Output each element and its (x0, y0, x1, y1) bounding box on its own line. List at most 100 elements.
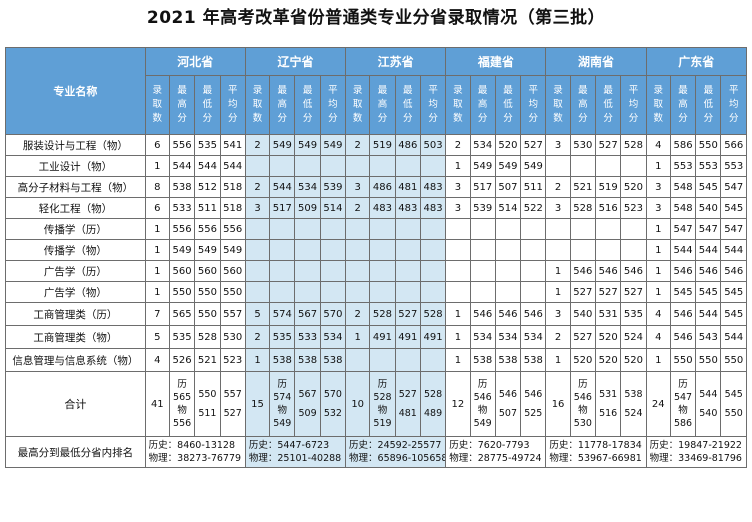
score-cell: 549 (469, 155, 496, 177)
score-cell (369, 239, 396, 261)
score-cell: 534 (520, 325, 547, 349)
total-score-cell: 546 525 (520, 371, 547, 437)
score-cell: 539 (469, 197, 496, 219)
score-cell: 545 (695, 176, 722, 198)
score-cell: 8 (144, 176, 170, 198)
total-score-cell: 544 540 (695, 371, 722, 437)
rank-cell: 历史：8460-13128 物理：38273-76779 (144, 436, 246, 468)
header-subcol: 最低分 (695, 75, 722, 135)
score-cell: 547 (695, 218, 722, 240)
rank-history: 历史：11778-17834 (549, 440, 642, 451)
score-cell: 521 (194, 348, 221, 372)
physics-value: 556 (173, 418, 192, 429)
table-row: 传播学（物） 1 549 549 549 1 544 544 544 (5, 239, 747, 261)
rank-cell: 历史：11778-17834 物理：53967-66981 (545, 436, 647, 468)
header-subcol: 最低分 (194, 75, 221, 135)
score-cell: 4 (144, 348, 170, 372)
score-cell: 546 (720, 260, 747, 282)
header-subcol: 平均分 (219, 75, 246, 135)
score-cell: 1 (645, 281, 671, 303)
major-name: 工商管理类（物） (5, 325, 146, 349)
physics-value: 516 (599, 408, 618, 419)
score-cell: 549 (319, 134, 347, 156)
score-cell: 2 (244, 325, 271, 349)
score-cell: 544 (695, 239, 722, 261)
page-title: 2021 年高考改革省份普通类专业分省录取情况（第三批） (146, 8, 606, 28)
major-name: 高分子材料与工程（物） (5, 176, 146, 198)
score-cell (394, 218, 421, 240)
score-cell: 527 (594, 281, 622, 303)
total-row: 合计 41 历 565 物 556 550 511 557 527 15 历 574 物 549 567 509… (5, 371, 747, 437)
total-score-cell: 550 511 (194, 371, 221, 437)
subcol-label: 最高分 (477, 85, 488, 124)
score-cell: 548 (669, 176, 697, 198)
score-cell: 531 (594, 302, 622, 326)
score-cell: 544 (168, 155, 196, 177)
score-cell: 546 (569, 260, 597, 282)
subcol-label: 最低分 (503, 85, 513, 124)
rank-history: 历史：8460-13128 (148, 440, 235, 451)
score-cell: 528 (569, 197, 597, 219)
score-cell (345, 281, 371, 303)
score-cell: 541 (219, 134, 246, 156)
physics-value: 519 (373, 418, 392, 429)
score-cell: 544 (269, 176, 296, 198)
score-cell: 516 (594, 197, 622, 219)
score-cell: 527 (620, 281, 647, 303)
score-cell: 520 (620, 348, 647, 372)
score-cell: 1 (645, 218, 671, 240)
history-value: 538 (624, 389, 643, 400)
score-cell (369, 155, 396, 177)
rank-physics: 物理：28775-49724 (449, 453, 542, 464)
score-cell: 2 (345, 302, 371, 326)
header-major-name: 专业名称 (5, 47, 146, 135)
score-cell: 512 (194, 176, 221, 198)
rank-physics: 物理：25101-40288 (248, 453, 342, 464)
major-name: 信息管理与信息系统（物） (5, 348, 146, 372)
header-province: 福建省 (445, 47, 547, 76)
table-row: 轻化工程（物） 6 533 511 518 3 517 509 514 2 483 483 483 3 53… (5, 197, 747, 219)
subcol-label: 最高分 (277, 85, 288, 124)
score-cell: 2 (345, 134, 371, 156)
score-cell: 548 (669, 197, 697, 219)
score-cell: 546 (594, 260, 622, 282)
score-cell: 523 (219, 348, 246, 372)
score-cell: 520 (594, 348, 622, 372)
physics-tag: 物 (177, 405, 187, 416)
physics-tag: 物 (678, 405, 688, 416)
score-cell: 527 (594, 134, 622, 156)
score-cell: 538 (269, 348, 296, 372)
score-cell: 556 (194, 218, 221, 240)
score-cell: 524 (620, 325, 647, 349)
score-cell: 553 (720, 155, 747, 177)
table-row: 传播学（历） 1 556 556 556 1 547 547 547 (5, 218, 747, 240)
score-cell: 547 (669, 218, 697, 240)
score-cell (469, 239, 496, 261)
history-value: 570 (323, 389, 342, 400)
header-subcol: 录取数 (545, 75, 571, 135)
history-value: 546 (498, 389, 518, 400)
score-cell: 3 (445, 197, 471, 219)
score-cell: 491 (369, 325, 396, 349)
score-cell (269, 281, 296, 303)
total-count: 10 (345, 371, 371, 437)
history-value: 544 (699, 389, 718, 400)
score-cell (319, 260, 347, 282)
score-cell: 1 (645, 239, 671, 261)
major-name: 服装设计与工程（物） (5, 134, 146, 156)
score-cell: 535 (168, 325, 196, 349)
score-cell (294, 218, 321, 240)
table-row: 工商管理类（历） 7 565 550 557 5 574 567 570 2 528 527 528 1 5… (5, 302, 747, 326)
score-cell: 514 (494, 197, 522, 219)
subcol-label: 最低分 (603, 85, 613, 124)
subcol-label: 录取数 (653, 85, 663, 124)
header-subcol: 最高分 (569, 75, 597, 135)
score-cell: 570 (319, 302, 347, 326)
score-cell: 486 (369, 176, 396, 198)
header-province: 湖南省 (545, 47, 647, 76)
subcol-label: 录取数 (252, 85, 263, 124)
score-cell: 574 (269, 302, 296, 326)
score-cell: 530 (219, 325, 246, 349)
score-cell: 544 (720, 325, 747, 349)
score-cell: 553 (669, 155, 697, 177)
